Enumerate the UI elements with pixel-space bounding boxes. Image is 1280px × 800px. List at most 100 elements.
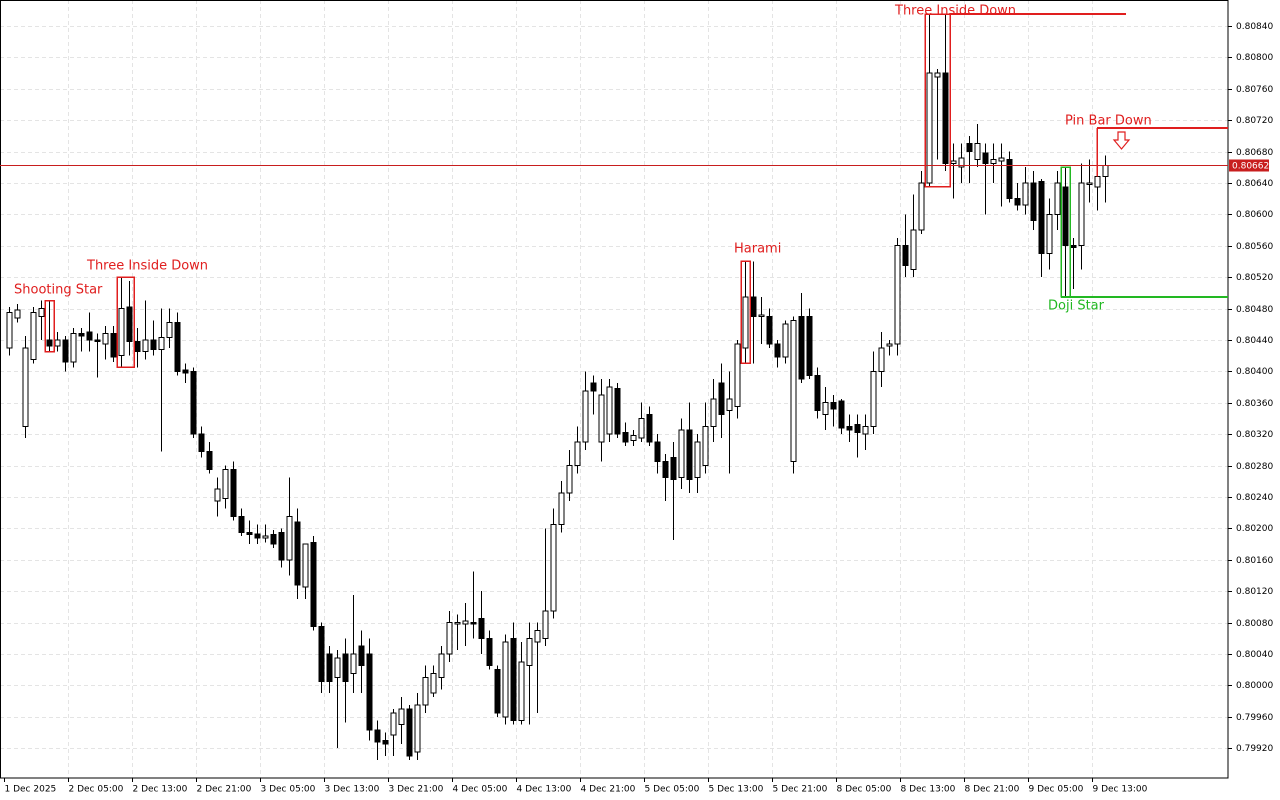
pattern-label: Three Inside Down: [86, 259, 208, 274]
candle-body: [582, 390, 589, 443]
y-tick-label: 0.80720: [1236, 116, 1273, 126]
candle-body: [710, 398, 717, 427]
candle-body: [854, 424, 861, 434]
candle-body: [990, 158, 997, 164]
current-price-box: [1229, 159, 1269, 172]
pattern-label: Harami: [734, 242, 781, 257]
candle-body: [318, 625, 325, 682]
candle-body: [182, 369, 189, 374]
candle-body: [118, 308, 125, 357]
candle-body: [686, 429, 693, 481]
candle-body: [542, 610, 549, 639]
candle-body: [1054, 182, 1061, 215]
y-tick-label: 0.80000: [1236, 681, 1273, 691]
x-tick-label: 2 Dec 21:00: [197, 785, 252, 795]
candle-body: [206, 450, 213, 470]
candle-body: [222, 468, 229, 500]
candle-body: [1094, 176, 1101, 188]
y-tick-label: 0.80640: [1236, 179, 1273, 189]
candle-body: [766, 315, 773, 345]
candle-body: [830, 402, 837, 410]
candle-body: [694, 441, 701, 478]
y-tick-label: 0.80560: [1236, 242, 1273, 252]
candle-body: [422, 677, 429, 706]
candle-body: [598, 394, 605, 443]
x-tick-label: 5 Dec 13:00: [709, 785, 764, 795]
candle-body: [502, 641, 509, 718]
y-tick-label: 0.80320: [1236, 430, 1273, 440]
candle-body: [142, 339, 149, 353]
y-tick-label: 0.80080: [1236, 619, 1273, 629]
y-tick-label: 0.80040: [1236, 650, 1273, 660]
candle-body: [30, 311, 37, 361]
current-price-label: 0.80662: [1232, 162, 1269, 172]
candle-body: [918, 182, 925, 231]
x-tick-label: 9 Dec 13:00: [1093, 785, 1148, 795]
candle-body: [54, 339, 61, 347]
candle-body: [982, 152, 989, 164]
candle-body: [478, 618, 485, 639]
y-tick-label: 0.80800: [1236, 53, 1273, 63]
candle-body: [1062, 186, 1069, 247]
candle-body: [774, 343, 781, 358]
candle-body: [758, 314, 765, 317]
candle-body: [870, 370, 877, 427]
y-tick-label: 0.80520: [1236, 273, 1273, 283]
candle-body: [1086, 182, 1093, 185]
candle-body: [1030, 182, 1037, 222]
candle-body: [246, 531, 253, 536]
y-tick-label: 0.79920: [1236, 744, 1273, 754]
x-tick-label: 2 Dec 13:00: [133, 785, 188, 795]
candle-body: [158, 337, 165, 350]
candle-body: [630, 435, 637, 441]
pattern-arrow: [1112, 131, 1131, 150]
y-tick-label: 0.80440: [1236, 336, 1273, 346]
pattern-label: Doji Star: [1048, 299, 1105, 314]
candle-body: [718, 382, 725, 416]
y-tick-label: 0.80400: [1236, 367, 1273, 377]
candle-body: [910, 229, 917, 270]
pattern-box: [740, 260, 751, 365]
candle-body: [150, 339, 157, 350]
candle-body: [78, 333, 85, 337]
candle-body: [742, 296, 749, 349]
plot-frame: [0, 0, 1229, 779]
candle-body: [22, 347, 29, 427]
y-tick-label: 0.80760: [1236, 85, 1273, 95]
candle-body: [14, 309, 21, 319]
candle-body: [550, 523, 557, 612]
candle-body: [1022, 182, 1029, 206]
y-tick-label: 0.80280: [1236, 462, 1273, 472]
x-tick-label: 5 Dec 21:00: [773, 785, 828, 795]
y-tick-label: 0.80360: [1236, 399, 1273, 409]
candle-body: [174, 322, 181, 372]
candle-body: [886, 343, 893, 347]
candle-body: [334, 657, 341, 679]
candle-body: [798, 315, 805, 380]
candle-body: [1038, 180, 1045, 255]
candle-body: [462, 620, 469, 625]
candle-body: [454, 622, 461, 625]
candle-body: [286, 516, 293, 561]
candle-body: [862, 425, 869, 435]
y-tick-label: 0.80480: [1236, 305, 1273, 315]
candle-body: [654, 441, 661, 463]
y-tick-label: 0.80120: [1236, 587, 1273, 597]
candle-body: [662, 461, 669, 478]
candle-body: [958, 157, 965, 168]
candle-body: [406, 708, 413, 757]
candle-body: [934, 72, 941, 78]
candle-body: [198, 433, 205, 452]
candle-body: [974, 143, 981, 160]
pattern-box: [924, 13, 951, 188]
candle-body: [134, 341, 141, 353]
candle-body: [822, 402, 829, 416]
candle-body: [998, 157, 1005, 162]
candle-body: [230, 468, 237, 518]
candle-body: [46, 339, 53, 347]
candle-body: [670, 457, 677, 481]
candle-body: [366, 653, 373, 731]
candle-body: [782, 323, 789, 358]
candle-body: [494, 669, 501, 714]
